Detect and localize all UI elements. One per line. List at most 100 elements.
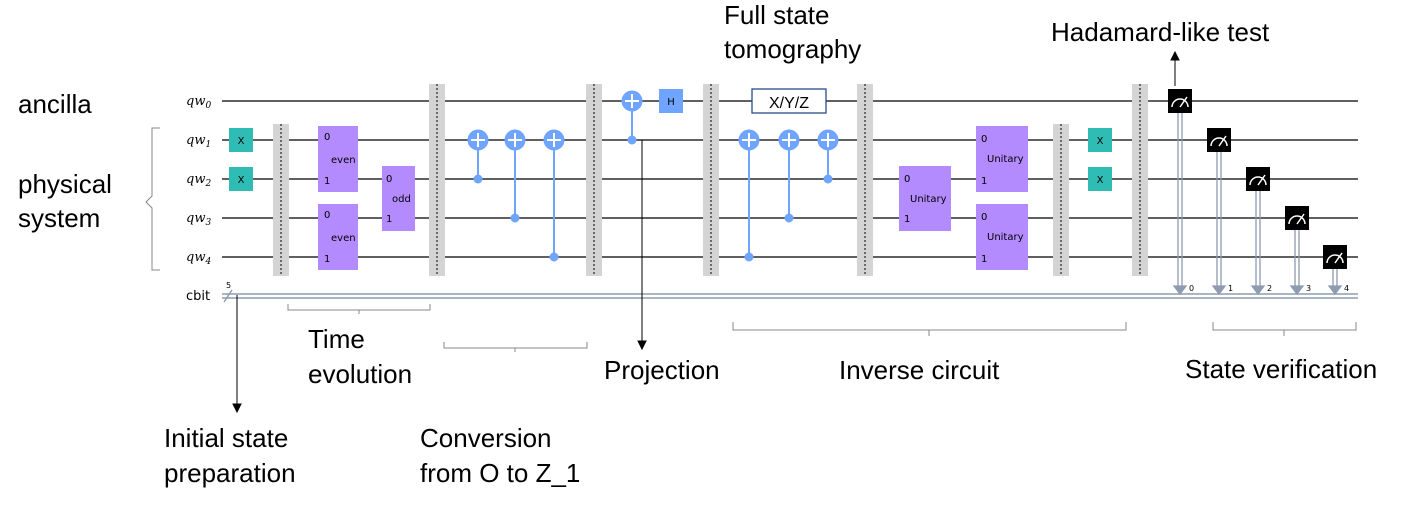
measure-gate bbox=[1207, 128, 1231, 152]
svg-text:qw0: qw0 bbox=[186, 94, 211, 111]
cbit-count: 5 bbox=[226, 281, 231, 290]
svg-text:X: X bbox=[1097, 175, 1104, 186]
h-gate: H bbox=[659, 89, 683, 113]
cbit-label: cbit bbox=[186, 289, 210, 304]
label-preparation: preparation bbox=[164, 458, 296, 488]
svg-text:H: H bbox=[667, 97, 675, 108]
svg-text:even: even bbox=[331, 155, 356, 166]
classical-register bbox=[222, 293, 1358, 299]
svg-text:odd: odd bbox=[392, 194, 411, 205]
svg-text:0: 0 bbox=[386, 174, 392, 185]
svg-text:1: 1 bbox=[904, 214, 910, 225]
cnot-gate bbox=[778, 129, 800, 223]
label-inverse: Inverse circuit bbox=[839, 355, 1000, 385]
x-gate: X bbox=[229, 128, 253, 152]
qw-prefix: qw bbox=[186, 172, 205, 187]
svg-text:0: 0 bbox=[324, 210, 330, 221]
barrier-3 bbox=[586, 84, 602, 276]
annotations: ancilla physical system Full state tomog… bbox=[18, 0, 1377, 488]
svg-text:X: X bbox=[1097, 136, 1104, 147]
odd-gate: 0 odd 1 bbox=[382, 166, 415, 231]
qw-sub-0: 0 bbox=[205, 101, 211, 111]
barrier-1 bbox=[273, 124, 289, 276]
svg-text:even: even bbox=[331, 233, 356, 244]
barriers bbox=[273, 84, 1148, 276]
barrier-4 bbox=[703, 84, 719, 276]
svg-text:4: 4 bbox=[1344, 284, 1349, 293]
svg-text:2: 2 bbox=[1267, 284, 1272, 293]
cnot-gate bbox=[504, 129, 526, 223]
svg-text:1: 1 bbox=[324, 176, 330, 187]
qw-prefix: qw bbox=[186, 94, 205, 109]
label-evolution: evolution bbox=[308, 359, 412, 389]
label-ancilla: ancilla bbox=[18, 89, 92, 119]
x-gate: X bbox=[229, 167, 253, 191]
wire-labels: qw0 qw1 qw2 qw3 qw4 cbit bbox=[186, 94, 211, 304]
cnot-gate bbox=[738, 129, 760, 262]
svg-text:3: 3 bbox=[1306, 284, 1311, 293]
svg-text:qw3: qw3 bbox=[186, 211, 211, 228]
svg-text:1: 1 bbox=[386, 214, 392, 225]
label-hadamard: Hadamard-like test bbox=[1051, 17, 1270, 47]
label-conversion: Conversion bbox=[420, 423, 552, 453]
cnot-gate bbox=[621, 90, 643, 145]
barrier-7 bbox=[1132, 84, 1148, 276]
label-state-verification: State verification bbox=[1185, 354, 1377, 384]
unitary-gate: 0 Unitary 1 bbox=[976, 204, 1028, 270]
svg-text:1: 1 bbox=[1228, 284, 1233, 293]
annotation-arrows bbox=[232, 50, 1180, 414]
physical-brace bbox=[145, 127, 160, 271]
qw-prefix: qw bbox=[186, 133, 205, 148]
label-system: system bbox=[18, 203, 100, 233]
svg-text:0: 0 bbox=[1189, 284, 1194, 293]
brace-conversion bbox=[443, 342, 588, 352]
qw-sub-1: 1 bbox=[205, 140, 211, 150]
measure-gate bbox=[1246, 167, 1270, 191]
svg-text:qw4: qw4 bbox=[186, 250, 211, 267]
qw-sub-3: 3 bbox=[205, 218, 211, 228]
measure-gate bbox=[1323, 245, 1347, 269]
label-tomography: tomography bbox=[724, 34, 861, 64]
label-initial: Initial state bbox=[164, 423, 288, 453]
label-time: Time bbox=[308, 324, 365, 354]
qw-sub-2: 2 bbox=[204, 179, 211, 189]
measure-gate bbox=[1168, 89, 1192, 113]
label-from-o-to-z1: from O to Z_1 bbox=[420, 458, 580, 488]
svg-text:qw2: qw2 bbox=[186, 172, 211, 189]
svg-text:qw1: qw1 bbox=[186, 133, 211, 150]
svg-text:Unitary: Unitary bbox=[987, 154, 1024, 165]
xyz-box: X/Y/Z bbox=[751, 88, 827, 114]
label-physical: physical bbox=[18, 169, 112, 199]
svg-text:0: 0 bbox=[324, 132, 330, 143]
svg-text:X: X bbox=[238, 175, 245, 186]
svg-text:X/Y/Z: X/Y/Z bbox=[769, 95, 809, 112]
brace-state-verification bbox=[1212, 322, 1357, 336]
svg-text:0: 0 bbox=[981, 134, 987, 145]
svg-text:Unitary: Unitary bbox=[910, 194, 947, 205]
even-gate: 0 even 1 bbox=[318, 126, 358, 192]
svg-text:Unitary: Unitary bbox=[987, 232, 1024, 243]
x-gate: X bbox=[1088, 128, 1112, 152]
barrier-6 bbox=[1053, 124, 1069, 276]
qw-sub-4: 4 bbox=[204, 257, 211, 267]
brace-inverse bbox=[732, 322, 1127, 336]
group-braces bbox=[287, 304, 1357, 352]
cnot-gate bbox=[817, 129, 839, 184]
barrier-2 bbox=[429, 84, 445, 276]
unitary-gate: 0 Unitary 1 bbox=[976, 126, 1028, 192]
barrier-5 bbox=[857, 84, 873, 276]
label-full-state: Full state bbox=[724, 0, 830, 30]
cnot-gate bbox=[543, 129, 565, 262]
cnot-gate bbox=[467, 129, 489, 184]
unitary-gate: 0 Unitary 1 bbox=[899, 166, 951, 231]
even-gate: 0 even 1 bbox=[318, 204, 358, 270]
qw-prefix: qw bbox=[186, 211, 205, 226]
svg-text:1: 1 bbox=[981, 176, 987, 187]
cbit-indices: 0 1 2 3 4 bbox=[1189, 284, 1349, 293]
label-projection: Projection bbox=[604, 355, 720, 385]
svg-text:0: 0 bbox=[904, 174, 910, 185]
svg-text:X: X bbox=[238, 136, 245, 147]
measure-lines bbox=[1172, 113, 1343, 296]
qw-prefix: qw bbox=[186, 250, 205, 265]
